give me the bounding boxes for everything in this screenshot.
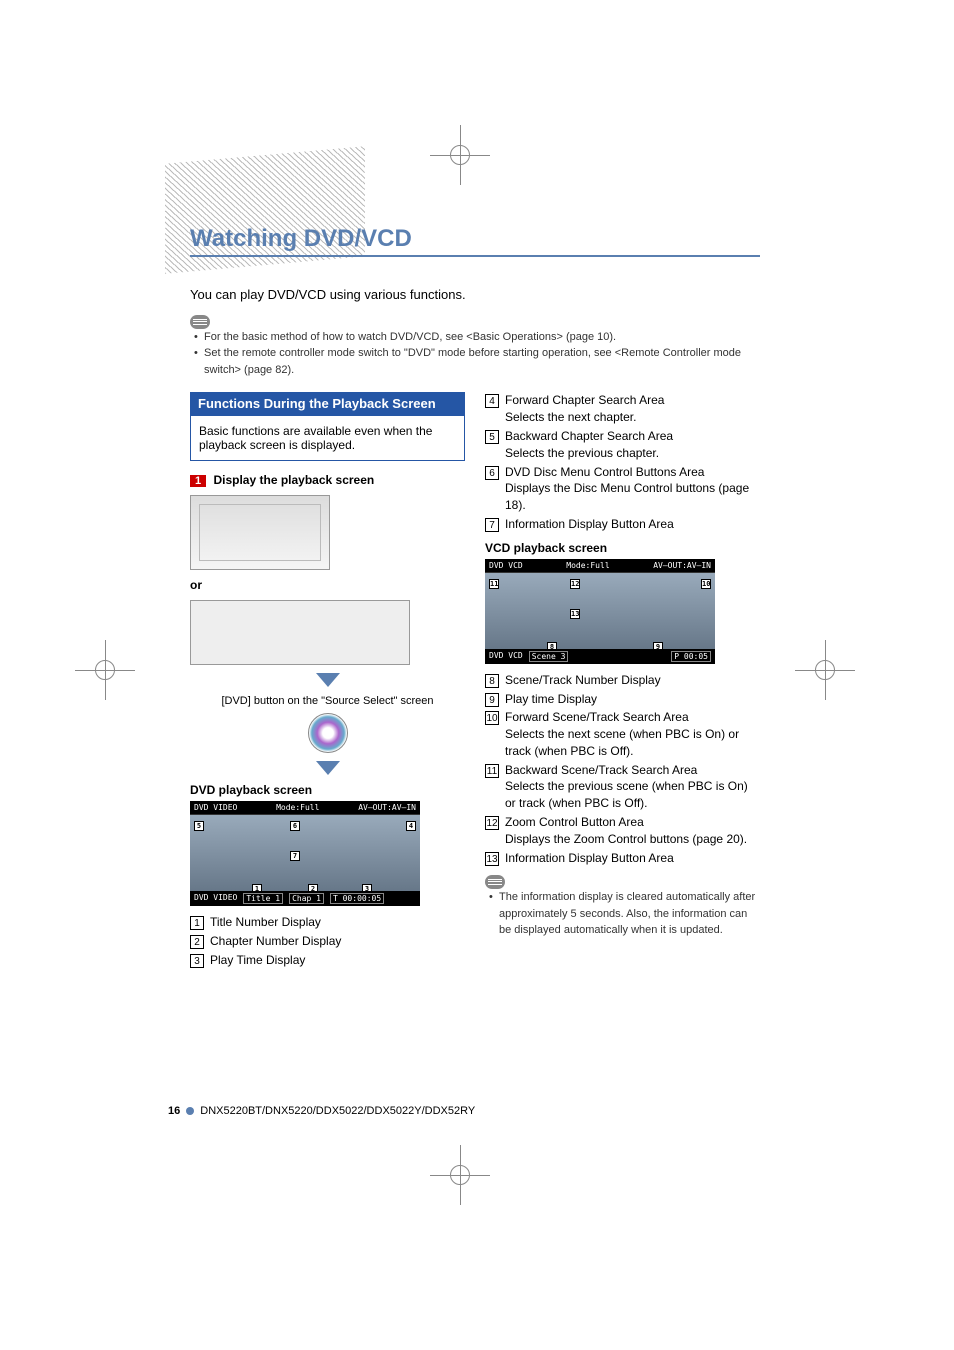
ps-header-left: DVD VCD [489,561,523,570]
ps-footer-time: P 00:05 [671,651,711,662]
step-number-badge: 1 [190,475,206,487]
dvd-playback-screen: DVD VIDEO Mode:Full AV–OUT:AV–IN 5 6 4 7… [190,801,420,906]
callout: 5 [194,821,204,831]
callout: 4 [406,821,416,831]
ps-footer-title: Title 1 [243,893,283,904]
note-item: For the basic method of how to watch DVD… [194,329,760,346]
bottom-note: The information display is cleared autom… [489,889,760,939]
list-item: Forward Scene/Track Search Area [505,710,689,724]
page-footer: 16 DNX5220BT/DNX5220/DDX5022/DDX5022Y/DD… [168,1105,475,1117]
ps-footer-label: DVD VIDEO [194,893,237,904]
ps-footer-chap: Chap 1 [289,893,324,904]
or-text: or [190,578,465,592]
list-item: Chapter Number Display [210,933,465,950]
vcd-callout-list: 8Scene/Track Number Display 9Play time D… [485,672,760,867]
callout: 13 [570,609,580,619]
step-1: 1 Display the playback screen [190,473,465,487]
list-item: Play time Display [505,692,597,706]
ps-header-right: AV–OUT:AV–IN [653,561,711,570]
notes-block: For the basic method of how to watch DVD… [190,314,760,378]
arrow-down-icon [316,673,340,687]
list-item: DVD Disc Menu Control Buttons Area [505,465,704,479]
section-header: Functions During the Playback Screen [190,392,465,415]
list-item: Backward Scene/Track Search Area [505,763,697,777]
ps-footer-scene: Scene 3 [529,651,569,662]
callout: 11 [489,579,499,589]
footer-dot-icon [186,1107,194,1115]
ps-footer-time: T 00:00:05 [330,893,384,904]
left-column: Functions During the Playback Screen Bas… [190,392,465,970]
right-column: 4Forward Chapter Search AreaSelects the … [485,392,760,970]
note-icon [485,875,505,889]
vcd-playback-title: VCD playback screen [485,541,760,555]
list-item: Play Time Display [210,952,465,969]
arrow-down-icon [316,761,340,775]
list-item: Information Display Button Area [505,517,674,531]
list-sub: Selects the previous scene (when PBC is … [505,779,748,810]
note-icon [190,315,210,329]
ps-header-mid: Mode:Full [566,561,609,570]
dvd-disc-icon [308,713,348,753]
ps-footer-label: DVD VCD [489,651,523,662]
list-sub: Displays the Zoom Control buttons (page … [505,832,747,846]
intro-text: You can play DVD/VCD using various funct… [190,287,760,302]
list-item: Information Display Button Area [505,851,674,865]
page-content: Watching DVD/VCD You can play DVD/VCD us… [190,225,760,971]
list-item: Backward Chapter Search Area [505,429,673,443]
ps-header-right: AV–OUT:AV–IN [358,803,416,812]
list-sub: Displays the Disc Menu Control buttons (… [505,481,749,512]
callout: 10 [701,579,711,589]
list-sub: Selects the previous chapter. [505,446,659,460]
dvd-callout-list: 1Title Number Display 2Chapter Number Di… [190,914,465,968]
list-item: Zoom Control Button Area [505,815,644,829]
dvd-callout-list-right: 4Forward Chapter Search AreaSelects the … [485,392,760,532]
list-item: Scene/Track Number Display [505,673,661,687]
page-number: 16 [168,1105,180,1117]
dvd-button-caption: [DVD] button on the "Source Select" scre… [190,695,465,707]
ps-header-left: DVD VIDEO [194,803,237,812]
dvd-playback-title: DVD playback screen [190,783,465,797]
list-sub: Selects the next chapter. [505,410,636,424]
callout: 12 [570,579,580,589]
step-label-text: Display the playback screen [213,473,374,487]
vcd-playback-screen: DVD VCD Mode:Full AV–OUT:AV–IN 11 12 10 … [485,559,715,664]
ps-header-mid: Mode:Full [276,803,319,812]
list-sub: Selects the next scene (when PBC is On) … [505,727,739,758]
section-body: Basic functions are available even when … [190,415,465,461]
bottom-note-block: The information display is cleared autom… [485,874,760,938]
list-item: Forward Chapter Search Area [505,393,664,407]
device-image-1 [190,495,330,570]
callout: 7 [290,851,300,861]
page-title: Watching DVD/VCD [190,225,760,257]
note-item: Set the remote controller mode switch to… [194,345,760,378]
device-image-2 [190,600,410,665]
list-item: Title Number Display [210,914,465,931]
footer-models: DNX5220BT/DNX5220/DDX5022/DDX5022Y/DDX52… [200,1105,475,1117]
callout: 6 [290,821,300,831]
